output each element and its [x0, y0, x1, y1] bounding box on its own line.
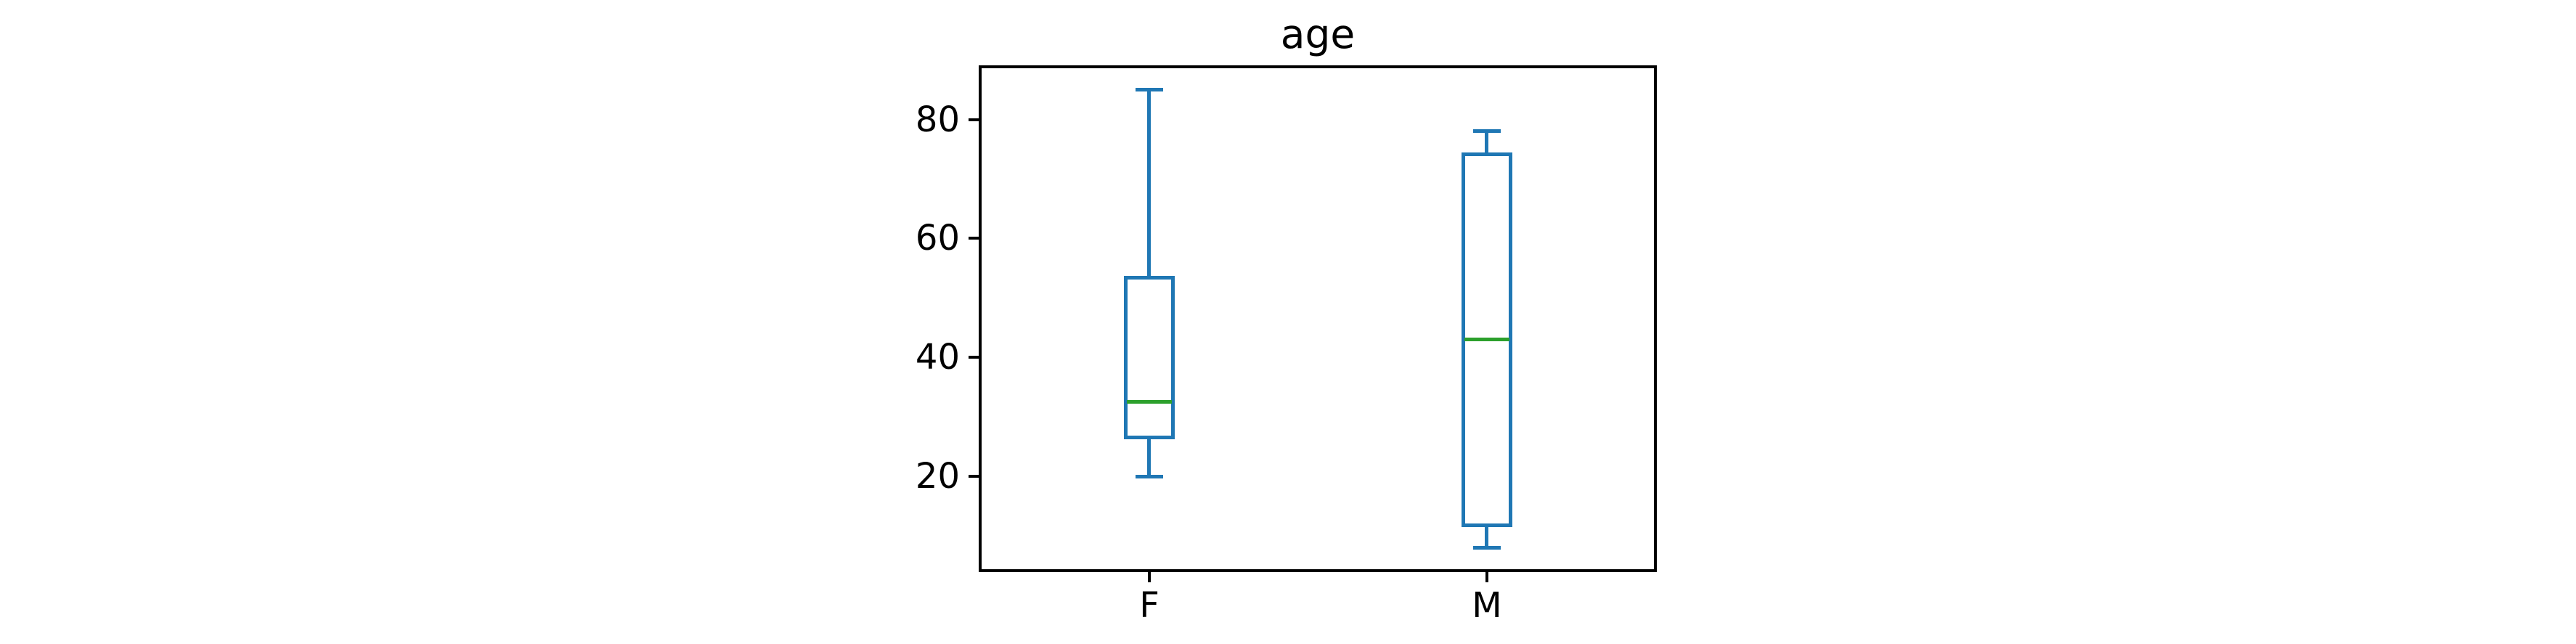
- y-tick-label: 80: [915, 99, 960, 140]
- y-tick-mark: [969, 356, 980, 359]
- y-tick-mark: [969, 118, 980, 121]
- whisker-lower-line: [1485, 527, 1488, 548]
- whisker-cap-lower: [1473, 546, 1501, 550]
- whisker-upper-line: [1485, 131, 1488, 152]
- box-iqr: [1124, 276, 1175, 439]
- whisker-cap-lower: [1136, 475, 1163, 478]
- y-tick-label: 60: [915, 218, 960, 258]
- chart-title: age: [1280, 11, 1356, 57]
- median-line: [1464, 338, 1509, 341]
- x-tick-mark: [1485, 571, 1488, 582]
- y-tick-label: 40: [915, 337, 960, 378]
- x-tick-label: M: [1472, 585, 1502, 626]
- whisker-upper-line: [1147, 90, 1151, 276]
- y-tick-mark: [969, 475, 980, 478]
- x-tick-mark: [1148, 571, 1151, 582]
- median-line: [1127, 400, 1172, 404]
- y-tick-label: 20: [915, 456, 960, 497]
- axes-frame: [979, 65, 1657, 572]
- box-iqr: [1462, 152, 1512, 527]
- x-tick-label: F: [1139, 585, 1159, 626]
- y-tick-mark: [969, 237, 980, 240]
- whisker-lower-line: [1147, 439, 1151, 476]
- whisker-cap-upper: [1136, 88, 1163, 91]
- whisker-cap-upper: [1473, 129, 1501, 133]
